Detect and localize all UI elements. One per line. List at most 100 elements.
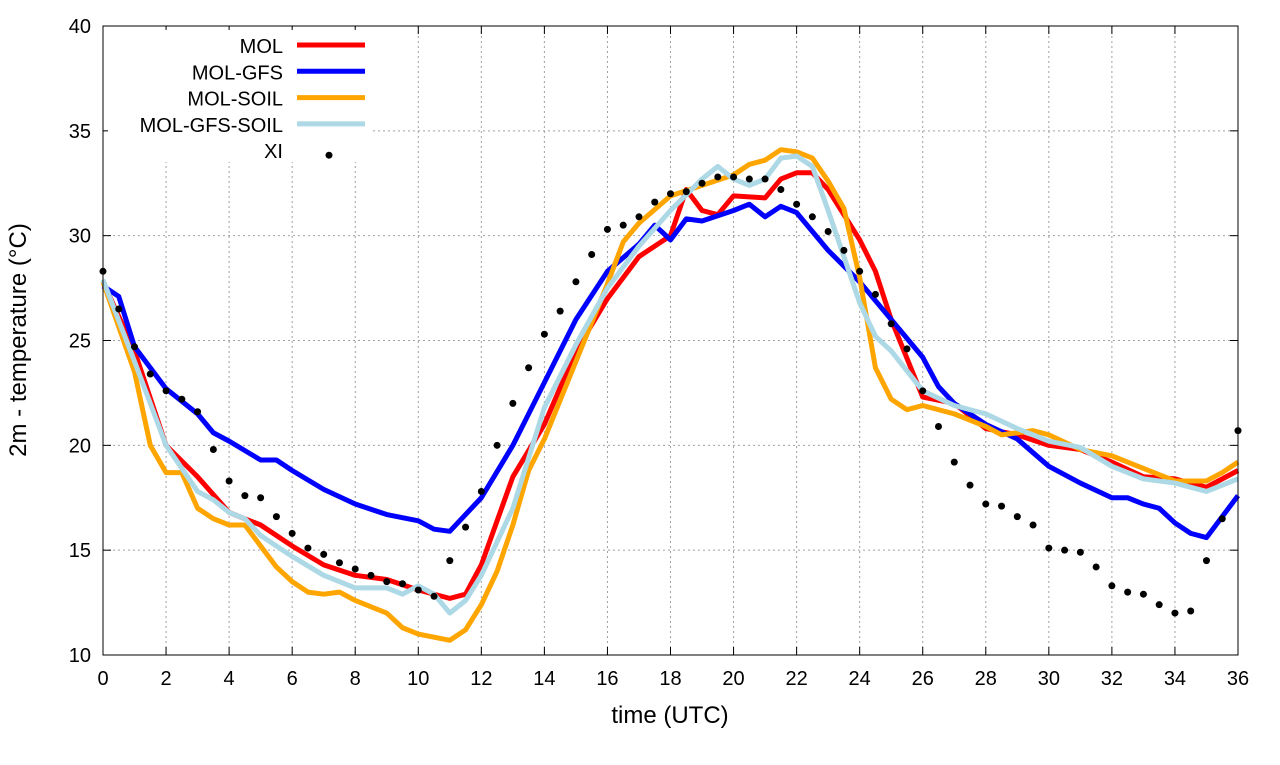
data-point-xi: [1155, 601, 1163, 609]
y-tick-label: 25: [69, 331, 91, 353]
data-point-xi: [572, 278, 580, 286]
legend: MOL MOL-GFS MOL-SOIL MOL-GFS-SOIL XI: [108, 30, 370, 163]
x-tick-label: 16: [596, 668, 618, 690]
data-point-xi: [903, 345, 911, 353]
data-point-xi: [556, 307, 564, 315]
data-point-xi: [635, 213, 643, 221]
data-point-xi: [477, 487, 485, 495]
data-point-xi: [887, 320, 895, 328]
x-tick-label: 10: [407, 668, 429, 690]
series-line-mol-gfs-soil: [100, 153, 1239, 616]
data-point-xi: [178, 395, 186, 403]
legend-label: MOL-GFS: [192, 62, 283, 84]
data-point-xi: [934, 422, 942, 430]
data-point-xi: [493, 441, 501, 449]
data-point-xi: [777, 186, 785, 194]
x-tick-label: 34: [1164, 668, 1186, 690]
x-tick-label: 24: [849, 668, 871, 690]
x-tick-label: 20: [722, 668, 744, 690]
data-point-xi: [509, 399, 517, 407]
data-point-xi: [446, 557, 454, 565]
data-point-xi: [225, 477, 233, 485]
legend-marker-xi: [325, 151, 333, 159]
data-point-xi: [1108, 582, 1116, 590]
data-point-xi: [745, 175, 753, 183]
x-axis-label: time (UTC): [611, 702, 728, 729]
data-point-xi: [414, 586, 422, 594]
data-point-xi: [966, 481, 974, 489]
data-point-xi: [540, 330, 548, 338]
x-tick-label: 2: [160, 668, 171, 690]
legend-label: MOL: [240, 36, 283, 58]
data-point-xi: [730, 173, 738, 181]
data-point-xi: [603, 225, 611, 233]
data-point-xi: [856, 267, 864, 275]
data-point-xi: [982, 500, 990, 508]
data-point-xi: [1061, 546, 1069, 554]
x-tick-label: 14: [533, 668, 555, 690]
data-point-xi: [761, 175, 769, 183]
data-point-xi: [651, 198, 659, 206]
data-point-xi: [714, 173, 722, 181]
y-tick-label: 40: [69, 16, 91, 38]
series-line-mol-soil: [100, 147, 1240, 643]
data-point-xi: [682, 188, 690, 196]
series-line-mol-gfs: [101, 201, 1240, 541]
data-point-xi: [588, 251, 596, 259]
data-point-xi: [1029, 521, 1037, 529]
data-point-xi: [320, 550, 328, 558]
plot-frame: [102, 25, 1239, 656]
data-point-xi: [399, 580, 407, 588]
y-tick-label: 20: [69, 435, 91, 457]
data-point-xi: [272, 513, 280, 521]
data-point-xi: [1092, 563, 1100, 571]
y-tick-label: 15: [69, 540, 91, 562]
data-point-xi: [950, 458, 958, 466]
y-tick-label: 30: [69, 226, 91, 248]
data-point-xi: [667, 190, 674, 198]
data-point-xi: [1045, 544, 1053, 552]
data-point-xi: [808, 213, 816, 221]
data-point-xi: [525, 364, 533, 372]
y-tick-label: 35: [69, 121, 91, 143]
x-tick-label: 36: [1227, 668, 1249, 690]
data-point-xi: [840, 246, 848, 254]
data-point-xi: [241, 492, 249, 500]
x-tick-label: 8: [350, 668, 361, 690]
data-point-xi: [304, 544, 312, 552]
data-point-xi: [162, 387, 170, 395]
data-point-xi: [1076, 548, 1084, 556]
data-point-xi: [1013, 513, 1021, 521]
data-point-xi: [383, 578, 391, 586]
y-tick-label: 10: [69, 645, 91, 667]
data-point-xi: [1218, 515, 1226, 523]
data-point-xi: [335, 559, 343, 567]
data-point-xi: [288, 529, 296, 537]
x-tick-label: 4: [224, 668, 235, 690]
data-point-xi: [998, 502, 1006, 510]
data-point-xi: [824, 227, 832, 235]
data-point-xi: [698, 179, 706, 187]
data-point-xi: [793, 200, 801, 208]
x-tick-label: 22: [785, 668, 807, 690]
y-axis-label: 2m - temperature (°C): [5, 223, 32, 457]
legend-label: XI: [264, 141, 283, 163]
x-tick-label: 6: [287, 668, 298, 690]
data-point-xi: [619, 221, 627, 229]
data-point-xi: [1187, 607, 1195, 615]
data-point-xi: [462, 523, 470, 531]
data-point-xi: [1202, 557, 1210, 565]
data-point-xi: [919, 387, 927, 395]
data-point-xi: [351, 565, 359, 573]
data-point-xi: [1124, 588, 1132, 596]
data-point-xi: [146, 370, 154, 378]
x-tick-label: 30: [1038, 668, 1060, 690]
x-tick-label: 26: [912, 668, 934, 690]
data-point-xi: [367, 571, 375, 579]
x-tick-label: 28: [975, 668, 997, 690]
data-point-xi: [430, 592, 438, 600]
x-tick-label: 32: [1101, 668, 1123, 690]
data-point-xi: [115, 305, 123, 313]
data-point-xi: [194, 408, 202, 416]
